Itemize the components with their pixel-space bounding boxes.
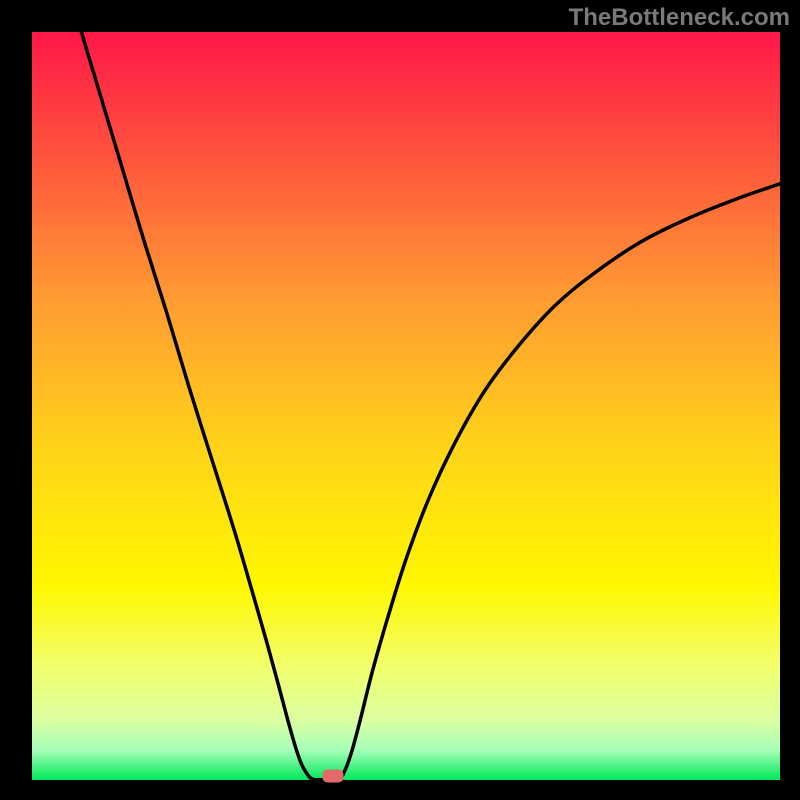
bottleneck-curve <box>81 32 780 780</box>
curve-svg <box>32 32 780 780</box>
watermark-text: TheBottleneck.com <box>569 4 790 32</box>
optimum-marker <box>323 769 344 782</box>
plot-area <box>32 32 780 780</box>
